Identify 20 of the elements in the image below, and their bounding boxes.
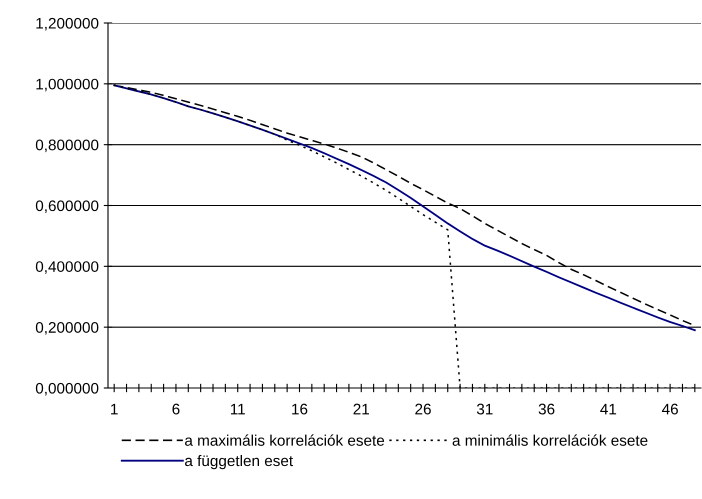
y-tick-label: 1,200000 bbox=[36, 18, 98, 30]
x-tick-label: 1 bbox=[111, 404, 118, 414]
x-tick-label: 26 bbox=[415, 404, 431, 414]
x-tick-label: 21 bbox=[354, 404, 370, 414]
x-tick-label: 41 bbox=[600, 404, 616, 414]
y-tick-label: 0,400000 bbox=[36, 261, 98, 274]
y-tick-label: 0,600000 bbox=[36, 200, 98, 213]
x-tick-label: 31 bbox=[476, 404, 493, 414]
legend-label: a minimális korrelációk esete bbox=[452, 434, 648, 446]
legend-label: a független eset bbox=[185, 454, 294, 470]
y-tick-label: 1,000000 bbox=[36, 78, 98, 92]
y-tick-label: 0,800000 bbox=[36, 140, 98, 152]
y-tick-label: 0,000000 bbox=[36, 382, 98, 396]
y-tick-label: 0,200000 bbox=[36, 322, 98, 335]
x-tick-label: 46 bbox=[662, 404, 678, 414]
x-tick-label: 36 bbox=[538, 404, 554, 414]
legend-label: a maximális korrelációk esete bbox=[185, 434, 384, 446]
x-tick-label: 6 bbox=[172, 404, 180, 414]
x-tick-label: 11 bbox=[230, 404, 245, 414]
x-tick-label: 16 bbox=[292, 404, 308, 414]
